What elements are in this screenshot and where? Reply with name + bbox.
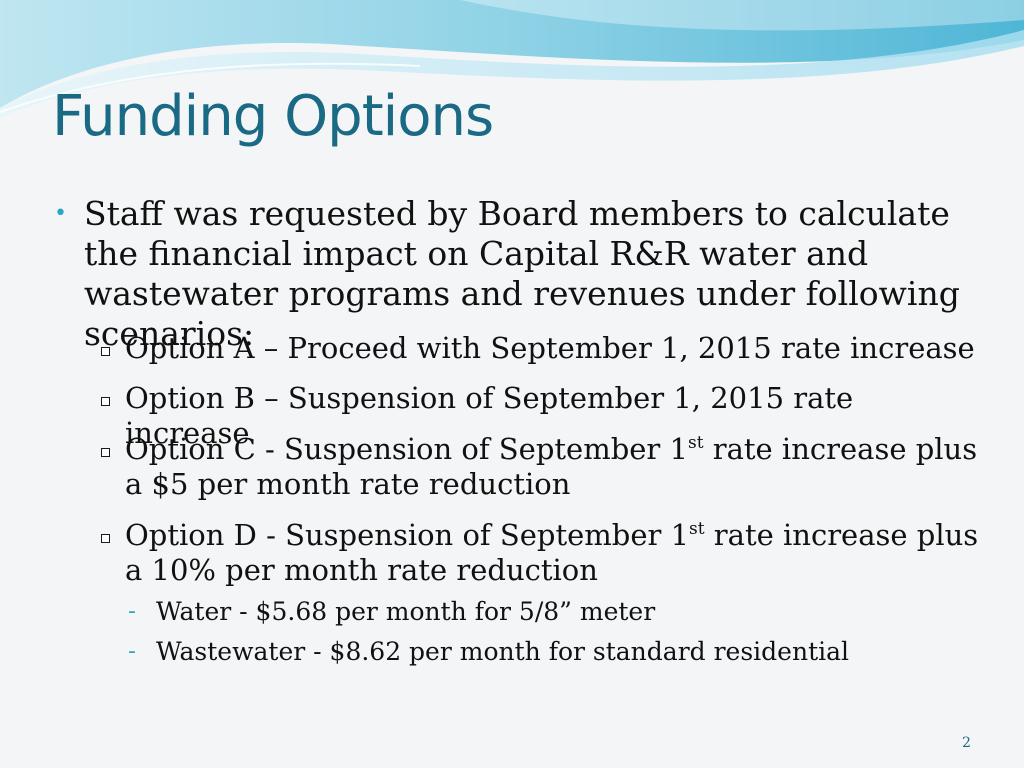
intro-bullet: • Staff was requested by Board members t… <box>54 194 984 354</box>
page-number: 2 <box>962 735 971 751</box>
square-bullet-icon <box>101 534 110 543</box>
sub-item-water-text: Water - $5.68 per month for 5/8” meter <box>156 597 656 626</box>
option-d: Option D - Suspension of September 1st r… <box>101 518 985 588</box>
option-a-text: Option A – Proceed with September 1, 201… <box>125 331 975 365</box>
sub-item-wastewater: - Wastewater - $8.62 per month for stand… <box>128 637 996 667</box>
square-bullet-icon <box>101 397 110 406</box>
sub-item-wastewater-text: Wastewater - $8.62 per month for standar… <box>156 637 850 666</box>
option-d-sup: st <box>689 519 705 539</box>
option-c: Option C - Suspension of September 1st r… <box>101 432 985 502</box>
header-wave-decoration <box>0 0 1024 118</box>
dash-bullet-icon: - <box>128 639 136 664</box>
option-c-sup: st <box>687 433 704 453</box>
option-b: Option B – Suspension of September 1, 20… <box>101 381 985 451</box>
option-a: Option A – Proceed with September 1, 201… <box>101 331 985 366</box>
sub-item-water: - Water - $5.68 per month for 5/8” meter <box>128 597 996 627</box>
square-bullet-icon <box>101 448 110 457</box>
square-bullet-icon <box>101 347 110 356</box>
option-c-text-before: Option C - Suspension of September 1 <box>125 432 688 466</box>
bullet-dot-icon: • <box>54 201 67 226</box>
option-d-text-before: Option D - Suspension of September 1 <box>125 518 690 552</box>
dash-bullet-icon: - <box>128 599 136 624</box>
slide-title: Funding Options <box>52 84 494 149</box>
option-c-text-after: rate increase plus a $5 per month rate r… <box>125 432 978 501</box>
option-d-text-after: rate increase plus a 10% per month rate … <box>125 518 979 587</box>
intro-text: Staff was requested by Board members to … <box>84 194 960 353</box>
option-b-text: Option B – Suspension of September 1, 20… <box>125 381 854 450</box>
